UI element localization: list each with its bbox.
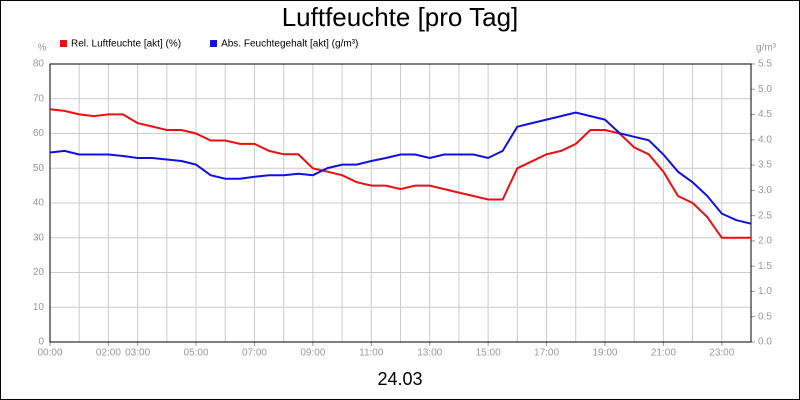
y2-tick-label: 3.0: [758, 185, 772, 196]
x-tick-label: 15:00: [476, 348, 501, 359]
x-tick-label: 21:00: [651, 348, 676, 359]
y2-unit: g/m³: [756, 43, 777, 54]
legend-swatch: [60, 40, 67, 47]
y-tick-label: 70: [33, 93, 45, 104]
y2-tick-label: 1.0: [758, 286, 772, 297]
series-line: [49, 108, 751, 239]
x-tick-label: 03:00: [125, 348, 150, 359]
y2-tick-label: 4.5: [758, 109, 772, 120]
x-tick-label: 05:00: [184, 348, 209, 359]
y2-tick-label: 0.0: [758, 337, 772, 348]
x-tick-label: 02:00: [96, 348, 121, 359]
x-tick-label: 00:00: [37, 348, 62, 359]
y-tick-label: 50: [33, 163, 45, 174]
x-label: 24.03: [377, 369, 422, 389]
x-tick-label: 11:00: [359, 348, 384, 359]
y2-tick-label: 0.5: [758, 311, 772, 322]
y2-tick-label: 3.5: [758, 160, 772, 171]
series-line: [49, 111, 752, 225]
y2-tick-label: 2.5: [758, 210, 772, 221]
legend-swatch: [210, 40, 218, 47]
y-tick-label: 40: [33, 198, 45, 209]
y-tick-label: 30: [33, 232, 45, 243]
y2-tick-label: 5.5: [758, 59, 772, 70]
legend-label: Rel. Luftfeuchte [akt] (%): [71, 39, 181, 50]
y2-tick-label: 5.0: [758, 84, 772, 95]
x-tick-label: 19:00: [592, 348, 617, 359]
x-tick-label: 13:00: [417, 348, 442, 359]
y-tick-label: 80: [33, 59, 45, 70]
y-tick-label: 60: [33, 128, 45, 139]
y-tick-label: 20: [33, 267, 45, 278]
plot-border: [49, 63, 752, 343]
legend-label: Abs. Feuchtegehalt [akt] (g/m³): [221, 39, 358, 50]
x-tick-label: 07:00: [242, 348, 267, 359]
y2-tick-label: 2.0: [758, 236, 772, 247]
y-tick-label: 0: [38, 337, 44, 348]
y-unit: %: [38, 43, 47, 54]
y2-tick-label: 1.5: [758, 261, 772, 272]
y-tick-label: 10: [33, 302, 45, 313]
x-tick-label: 23:00: [709, 348, 734, 359]
x-tick-label: 17:00: [534, 348, 559, 359]
y2-tick-label: 4.0: [758, 134, 772, 145]
x-tick-label: 09:00: [300, 348, 325, 359]
chart-title: Luftfeuchte [pro Tag]: [282, 2, 519, 32]
